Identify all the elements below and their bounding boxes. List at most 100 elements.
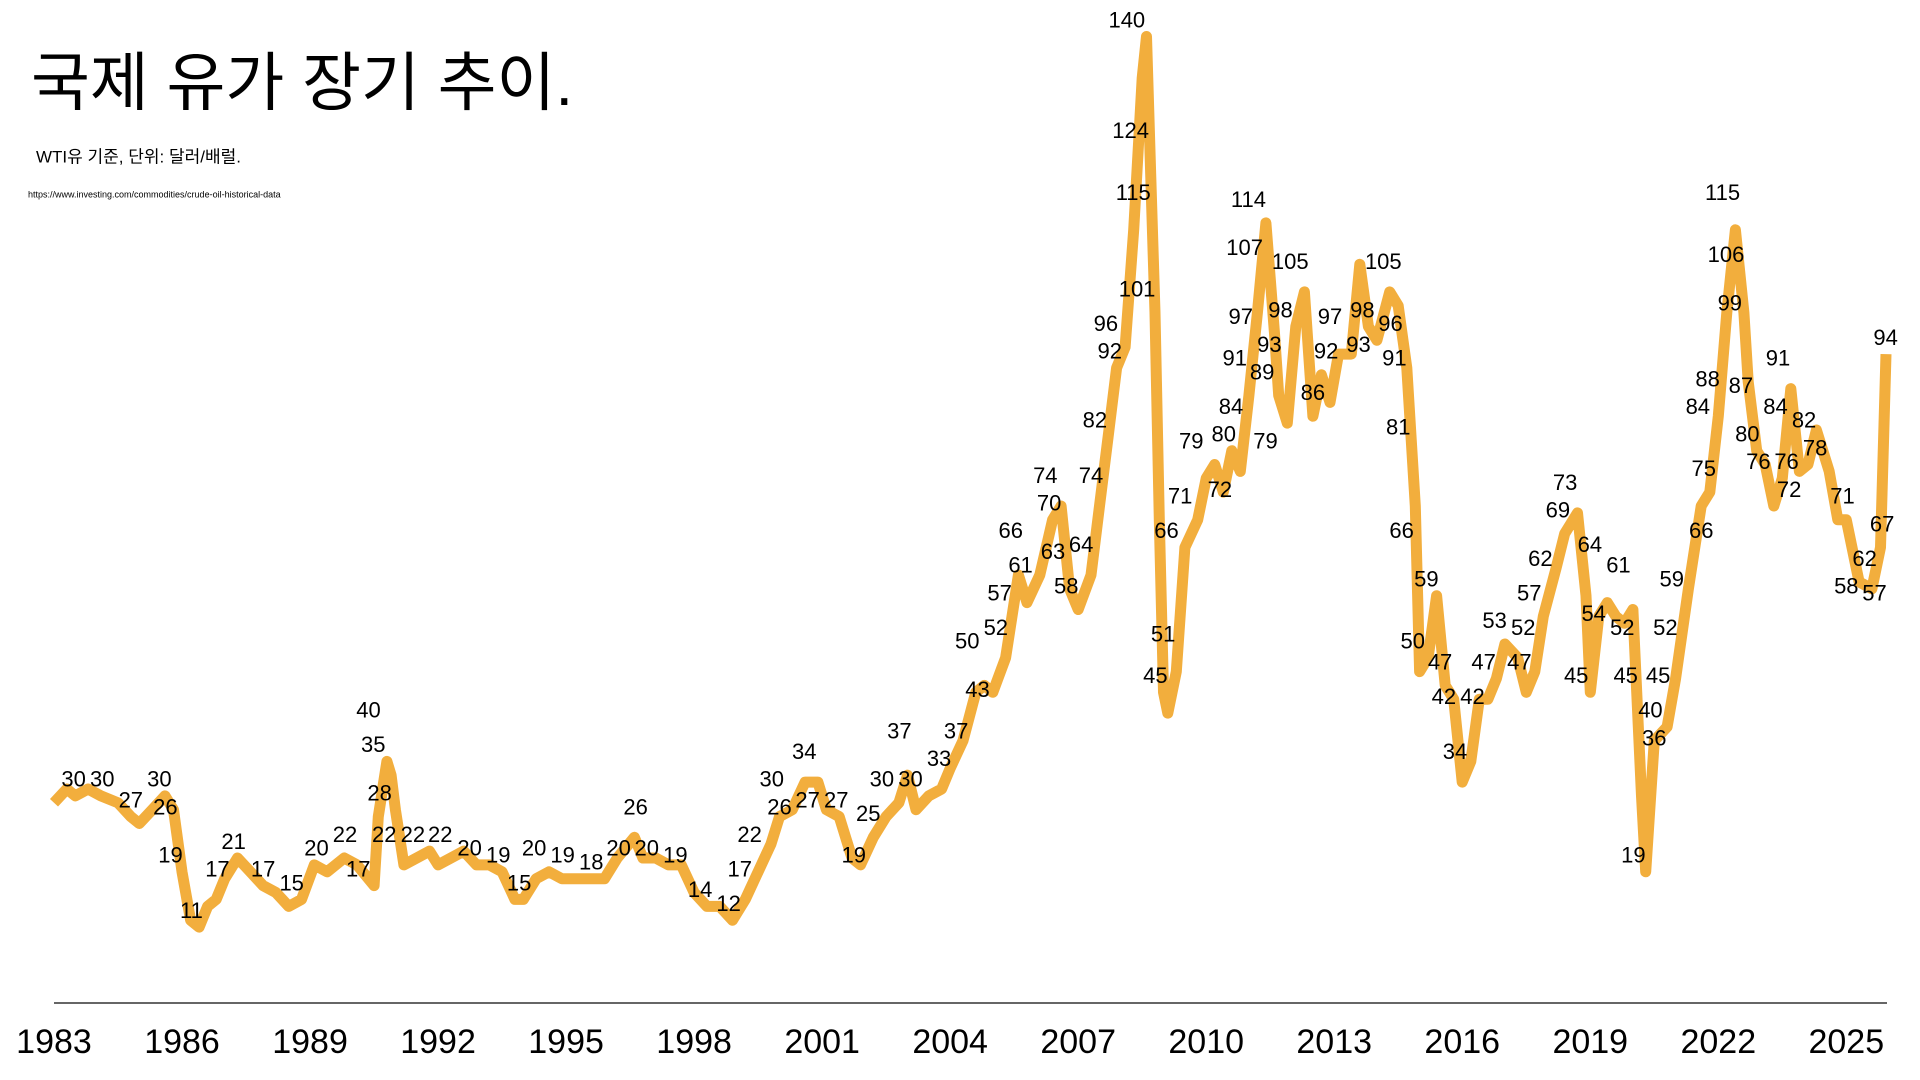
x-tick-label: 2004 bbox=[912, 1023, 988, 1061]
data-label: 82 bbox=[1792, 408, 1816, 433]
data-label: 54 bbox=[1581, 601, 1605, 626]
x-tick-label: 1983 bbox=[16, 1023, 92, 1061]
data-label: 114 bbox=[1231, 187, 1266, 212]
data-label: 72 bbox=[1777, 477, 1801, 502]
data-label: 17 bbox=[728, 856, 752, 881]
data-label: 115 bbox=[1116, 180, 1151, 205]
x-tick-label: 1998 bbox=[656, 1023, 732, 1061]
data-label: 19 bbox=[663, 843, 687, 868]
data-label: 14 bbox=[688, 877, 712, 902]
data-label: 66 bbox=[1689, 518, 1713, 543]
data-label: 17 bbox=[205, 856, 229, 881]
data-label: 30 bbox=[90, 767, 114, 792]
data-label: 62 bbox=[1528, 546, 1552, 571]
data-label: 47 bbox=[1471, 649, 1495, 674]
data-label: 22 bbox=[372, 822, 396, 847]
data-label: 61 bbox=[1008, 553, 1032, 578]
x-tick-label: 2013 bbox=[1296, 1023, 1372, 1061]
x-tick-label: 2001 bbox=[784, 1023, 860, 1061]
data-label: 45 bbox=[1143, 663, 1167, 688]
data-label: 107 bbox=[1226, 235, 1263, 260]
data-label: 45 bbox=[1564, 663, 1588, 688]
data-label: 105 bbox=[1272, 249, 1309, 274]
data-label: 19 bbox=[550, 843, 574, 868]
data-label: 27 bbox=[824, 787, 848, 812]
data-label: 84 bbox=[1763, 394, 1787, 419]
data-label: 62 bbox=[1852, 546, 1876, 571]
data-label: 64 bbox=[1069, 532, 1093, 557]
data-label: 42 bbox=[1432, 684, 1456, 709]
x-tick-label: 1995 bbox=[528, 1023, 604, 1061]
data-label: 61 bbox=[1606, 553, 1630, 578]
data-label: 93 bbox=[1257, 332, 1281, 357]
data-label: 30 bbox=[61, 767, 85, 792]
data-label: 20 bbox=[457, 836, 481, 861]
chart-subtitle: WTI유 기준, 단위: 달러/배럴. bbox=[36, 147, 241, 166]
data-label: 30 bbox=[870, 767, 894, 792]
data-label: 37 bbox=[887, 718, 911, 743]
data-label: 22 bbox=[737, 822, 761, 847]
data-label: 97 bbox=[1229, 304, 1253, 329]
data-label: 47 bbox=[1428, 649, 1452, 674]
data-label: 43 bbox=[965, 677, 989, 702]
x-tick-label: 2016 bbox=[1424, 1023, 1500, 1061]
data-label: 52 bbox=[1653, 615, 1677, 640]
data-label: 21 bbox=[221, 829, 245, 854]
data-label: 79 bbox=[1253, 428, 1277, 453]
data-label: 99 bbox=[1718, 290, 1742, 315]
data-label: 89 bbox=[1250, 359, 1274, 384]
data-label: 17 bbox=[251, 856, 275, 881]
data-label: 76 bbox=[1746, 449, 1770, 474]
data-label: 97 bbox=[1318, 304, 1342, 329]
data-label: 52 bbox=[1610, 615, 1634, 640]
data-label: 19 bbox=[158, 843, 182, 868]
data-label: 58 bbox=[1054, 573, 1078, 598]
data-label: 124 bbox=[1112, 118, 1149, 143]
data-label: 57 bbox=[987, 580, 1011, 605]
data-label: 84 bbox=[1686, 394, 1710, 419]
data-label: 40 bbox=[1638, 698, 1662, 723]
data-label: 20 bbox=[635, 836, 659, 861]
data-label: 19 bbox=[1621, 843, 1645, 868]
data-label: 25 bbox=[856, 801, 880, 826]
data-label: 37 bbox=[944, 718, 968, 743]
data-label: 26 bbox=[623, 794, 647, 819]
data-label: 88 bbox=[1695, 366, 1719, 391]
data-label: 71 bbox=[1168, 484, 1192, 509]
data-label: 59 bbox=[1660, 567, 1684, 592]
data-label: 101 bbox=[1119, 277, 1156, 302]
data-label: 75 bbox=[1692, 456, 1716, 481]
data-label: 53 bbox=[1482, 608, 1506, 633]
data-label: 106 bbox=[1708, 242, 1745, 267]
data-label: 20 bbox=[522, 836, 546, 861]
data-label: 92 bbox=[1098, 339, 1122, 364]
data-label: 47 bbox=[1507, 649, 1531, 674]
data-label: 78 bbox=[1803, 435, 1827, 460]
data-label: 19 bbox=[486, 843, 510, 868]
x-tick-label: 2010 bbox=[1168, 1023, 1244, 1061]
data-label: 17 bbox=[346, 856, 370, 881]
data-label: 105 bbox=[1365, 249, 1402, 274]
data-label: 20 bbox=[606, 836, 630, 861]
x-tick-label: 1992 bbox=[400, 1023, 476, 1061]
data-label: 51 bbox=[1151, 622, 1175, 647]
data-label: 52 bbox=[1511, 615, 1535, 640]
data-label: 87 bbox=[1729, 373, 1753, 398]
data-label: 57 bbox=[1862, 580, 1886, 605]
x-tick-label: 2022 bbox=[1680, 1023, 1756, 1061]
data-label: 91 bbox=[1382, 346, 1406, 371]
data-label: 66 bbox=[1154, 518, 1178, 543]
data-label: 74 bbox=[1079, 463, 1103, 488]
data-label: 12 bbox=[716, 891, 740, 916]
data-label: 80 bbox=[1735, 422, 1759, 447]
data-label: 30 bbox=[760, 767, 784, 792]
data-label: 94 bbox=[1873, 325, 1897, 350]
data-label: 79 bbox=[1179, 428, 1203, 453]
source-note: https://www.investing.com/commodities/cr… bbox=[28, 189, 281, 199]
data-label: 98 bbox=[1350, 297, 1374, 322]
data-label: 84 bbox=[1219, 394, 1243, 419]
x-tick-label: 2019 bbox=[1552, 1023, 1628, 1061]
data-label: 70 bbox=[1037, 491, 1061, 516]
data-label: 22 bbox=[333, 822, 357, 847]
